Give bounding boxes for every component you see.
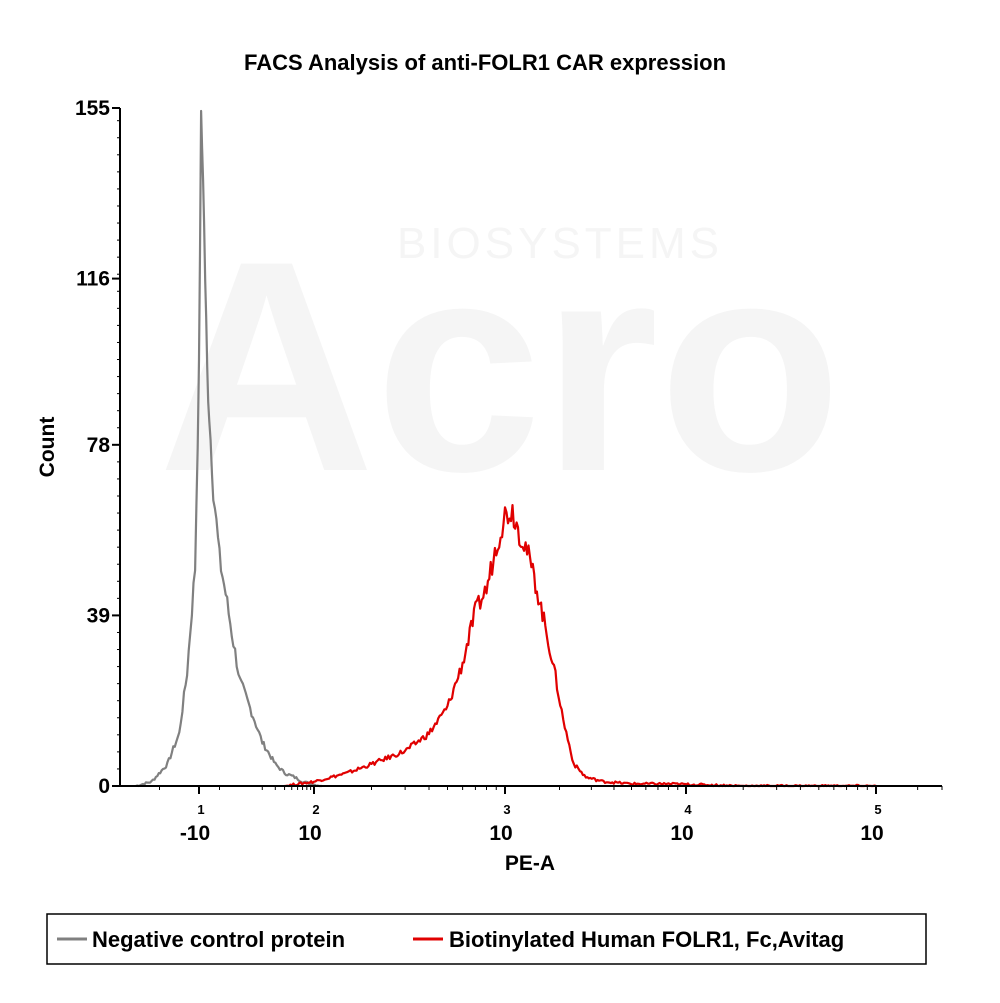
watermark: BIOSYSTEMS Acro xyxy=(158,198,842,534)
x-tick-exponent: 4 xyxy=(684,802,692,817)
svg-text:Acro: Acro xyxy=(158,198,842,534)
x-axis: -10 1 10 2 10 3 10 4 10 5 xyxy=(159,786,943,845)
y-axis: 0 39 78 116 155 xyxy=(75,97,120,798)
y-axis-title: Count xyxy=(36,417,59,478)
x-tick-label: 10 xyxy=(489,822,512,845)
legend-label-folr1: Biotinylated Human FOLR1, Fc,Avitag xyxy=(449,927,844,952)
series-line-biotinylated-folr1 xyxy=(284,504,877,788)
chart-title: FACS Analysis of anti-FOLR1 CAR expressi… xyxy=(244,50,726,75)
x-tick-label: -10 xyxy=(180,822,210,845)
legend: Negative control protein Biotinylated Hu… xyxy=(46,913,927,965)
y-tick-label: 0 xyxy=(98,775,110,798)
x-tick-label: 10 xyxy=(860,822,883,845)
y-tick-label: 116 xyxy=(76,268,110,291)
y-tick-label: 39 xyxy=(87,604,110,627)
x-tick-exponent: 5 xyxy=(874,802,881,817)
y-tick-label: 78 xyxy=(87,434,111,457)
x-tick-exponent: 3 xyxy=(503,802,510,817)
x-tick-exponent: 1 xyxy=(197,802,204,817)
legend-label-negative: Negative control protein xyxy=(92,927,345,952)
legend-box xyxy=(46,913,927,965)
svg-text:BIOSYSTEMS: BIOSYSTEMS xyxy=(397,219,723,268)
x-tick-exponent: 2 xyxy=(312,802,319,817)
x-tick-label: 10 xyxy=(670,822,693,845)
x-tick-label: 10 xyxy=(298,822,321,845)
y-tick-label: 155 xyxy=(75,97,110,120)
x-axis-title: PE-A xyxy=(505,852,555,875)
series-line-negative-control xyxy=(135,109,322,788)
